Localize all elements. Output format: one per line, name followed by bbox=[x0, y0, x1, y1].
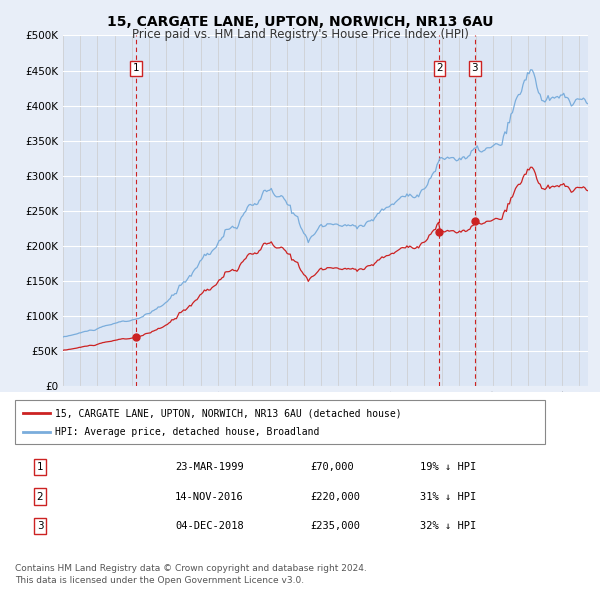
Text: 32% ↓ HPI: 32% ↓ HPI bbox=[420, 521, 476, 531]
FancyBboxPatch shape bbox=[15, 400, 545, 444]
Text: 1: 1 bbox=[37, 462, 43, 472]
Text: 15, CARGATE LANE, UPTON, NORWICH, NR13 6AU (detached house): 15, CARGATE LANE, UPTON, NORWICH, NR13 6… bbox=[55, 408, 401, 418]
Text: £235,000: £235,000 bbox=[310, 521, 360, 531]
Text: 1: 1 bbox=[133, 63, 139, 73]
Text: 2: 2 bbox=[436, 63, 443, 73]
Text: Price paid vs. HM Land Registry's House Price Index (HPI): Price paid vs. HM Land Registry's House … bbox=[131, 28, 469, 41]
Text: 15, CARGATE LANE, UPTON, NORWICH, NR13 6AU: 15, CARGATE LANE, UPTON, NORWICH, NR13 6… bbox=[107, 15, 493, 29]
Text: 31% ↓ HPI: 31% ↓ HPI bbox=[420, 491, 476, 502]
Text: 23-MAR-1999: 23-MAR-1999 bbox=[175, 462, 244, 472]
Text: 2: 2 bbox=[37, 491, 43, 502]
Text: 14-NOV-2016: 14-NOV-2016 bbox=[175, 491, 244, 502]
Text: £70,000: £70,000 bbox=[310, 462, 354, 472]
Text: £220,000: £220,000 bbox=[310, 491, 360, 502]
Text: 04-DEC-2018: 04-DEC-2018 bbox=[175, 521, 244, 531]
Text: 19% ↓ HPI: 19% ↓ HPI bbox=[420, 462, 476, 472]
FancyBboxPatch shape bbox=[0, 392, 600, 590]
Text: Contains HM Land Registry data © Crown copyright and database right 2024.: Contains HM Land Registry data © Crown c… bbox=[15, 564, 367, 573]
Text: HPI: Average price, detached house, Broadland: HPI: Average price, detached house, Broa… bbox=[55, 427, 319, 437]
Text: 3: 3 bbox=[472, 63, 478, 73]
Text: 3: 3 bbox=[37, 521, 43, 531]
Text: This data is licensed under the Open Government Licence v3.0.: This data is licensed under the Open Gov… bbox=[15, 576, 304, 585]
